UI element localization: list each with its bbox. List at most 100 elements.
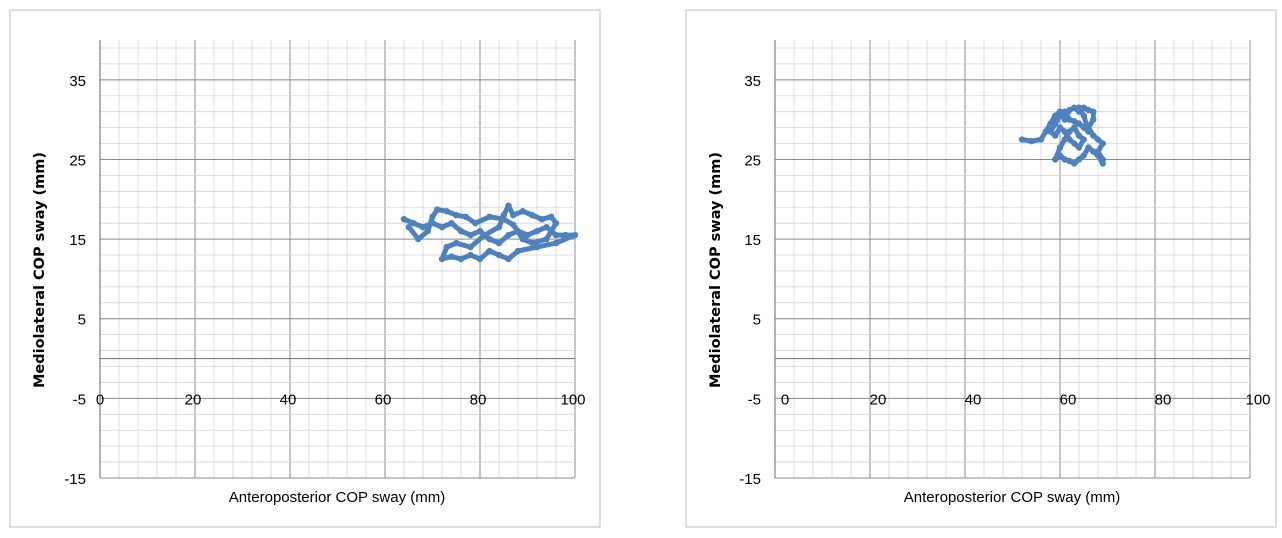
data-point — [1052, 132, 1059, 139]
data-point — [1071, 104, 1078, 111]
data-point — [1028, 137, 1035, 145]
data-point — [448, 219, 455, 227]
data-point — [1056, 124, 1064, 131]
data-point — [1047, 128, 1054, 135]
data-point — [571, 231, 579, 239]
data-point — [552, 219, 560, 227]
data-point — [552, 239, 560, 247]
cop-sway-chart-1: 0 20 40 60 80 100 35 25 15 5 -5 -15 Mediolateral COP… — [9, 9, 601, 528]
data-point — [1061, 116, 1068, 123]
data-point — [1090, 148, 1097, 155]
data-point — [1061, 156, 1068, 163]
data-point — [505, 255, 512, 263]
data-point — [453, 239, 460, 247]
data-point — [1071, 140, 1078, 147]
y-tick-label: -5 — [73, 391, 86, 408]
y-tick-label: 25 — [69, 152, 86, 169]
y-tick-label: 25 — [744, 152, 761, 169]
data-point — [1080, 152, 1087, 159]
x-tick-label: 60 — [375, 391, 392, 408]
data-point — [476, 255, 484, 263]
sway-trace — [401, 203, 578, 262]
data-point — [533, 243, 541, 251]
data-point — [510, 221, 517, 228]
x-tick-label: 40 — [965, 391, 982, 408]
y-tick-label: 5 — [753, 312, 761, 329]
data-point — [548, 213, 555, 220]
data-point — [1056, 144, 1064, 151]
data-point — [462, 213, 469, 220]
data-point — [429, 213, 436, 220]
data-point — [1090, 116, 1097, 123]
x-axis-title: Anteroposterior COP sway (mm) — [904, 489, 1120, 506]
data-point — [1066, 128, 1073, 135]
x-tick-label: 40 — [280, 391, 297, 408]
data-point — [543, 235, 550, 243]
data-point — [457, 227, 465, 235]
data-point — [1061, 136, 1068, 143]
data-point — [467, 243, 474, 251]
data-point — [1099, 160, 1106, 167]
data-point — [552, 231, 560, 239]
data-point — [514, 247, 522, 255]
x-tick-label: 80 — [1155, 391, 1172, 408]
x-tick-label: 20 — [185, 391, 202, 408]
data-point — [495, 251, 503, 259]
data-point — [529, 239, 536, 247]
data-point — [1080, 124, 1087, 131]
chart-frame — [9, 9, 601, 528]
data-point — [519, 235, 526, 243]
data-point — [1080, 112, 1087, 119]
data-point — [495, 239, 503, 247]
data-point — [529, 212, 536, 219]
data-point — [1056, 112, 1064, 119]
data-point — [453, 212, 460, 219]
data-point — [1071, 118, 1078, 125]
x-tick-label: 100 — [560, 391, 585, 408]
y-tick-label: 35 — [69, 73, 86, 90]
cop-sway-chart-2: 0 20 40 60 80 100 35 25 15 5 -5 -15 Mediolateral COP… — [685, 9, 1277, 528]
data-point — [519, 208, 526, 215]
data-point — [500, 215, 507, 223]
data-point — [1085, 128, 1092, 135]
data-point — [467, 251, 474, 259]
data-point — [1075, 120, 1083, 127]
y-tick-label: 35 — [744, 73, 761, 90]
data-point — [1052, 156, 1059, 163]
data-point — [486, 247, 493, 255]
chart-frame — [685, 9, 1277, 528]
y-tick-label: 15 — [744, 232, 761, 249]
x-tick-label: 20 — [870, 391, 887, 408]
data-point — [443, 208, 450, 215]
data-point — [486, 235, 493, 243]
data-point — [1075, 104, 1083, 111]
y-tick-label: -15 — [739, 471, 761, 488]
data-point — [1094, 152, 1102, 159]
left-chart-panel: 0 20 40 60 80 100 35 25 15 5 -5 -15 Mediolateral COP… — [0, 0, 612, 538]
x-tick-label: 80 — [470, 391, 487, 408]
data-point — [443, 243, 450, 251]
y-tick-label: -15 — [64, 471, 86, 488]
x-tick-label: 100 — [1245, 391, 1270, 408]
data-point — [1061, 108, 1068, 115]
data-point — [405, 223, 412, 231]
data-point — [1071, 160, 1078, 167]
data-point — [1018, 136, 1026, 143]
data-point — [486, 213, 493, 220]
data-point — [1066, 136, 1073, 143]
gridlines — [774, 40, 1251, 479]
data-point — [448, 253, 455, 260]
data-point — [481, 231, 488, 239]
data-point — [1071, 124, 1078, 131]
y-tick-label: 15 — [69, 232, 86, 249]
data-point — [410, 219, 417, 227]
right-chart-panel: 0 20 40 60 80 100 35 25 15 5 -5 -15 Mediolateral COP… — [680, 0, 1282, 538]
data-point — [434, 206, 441, 213]
data-point — [1085, 144, 1092, 151]
data-point — [505, 231, 512, 239]
data-point — [400, 215, 408, 223]
data-point — [1061, 128, 1068, 135]
data-point — [438, 255, 446, 263]
data-point — [1052, 120, 1059, 127]
x-tick-label: 60 — [1060, 391, 1077, 408]
